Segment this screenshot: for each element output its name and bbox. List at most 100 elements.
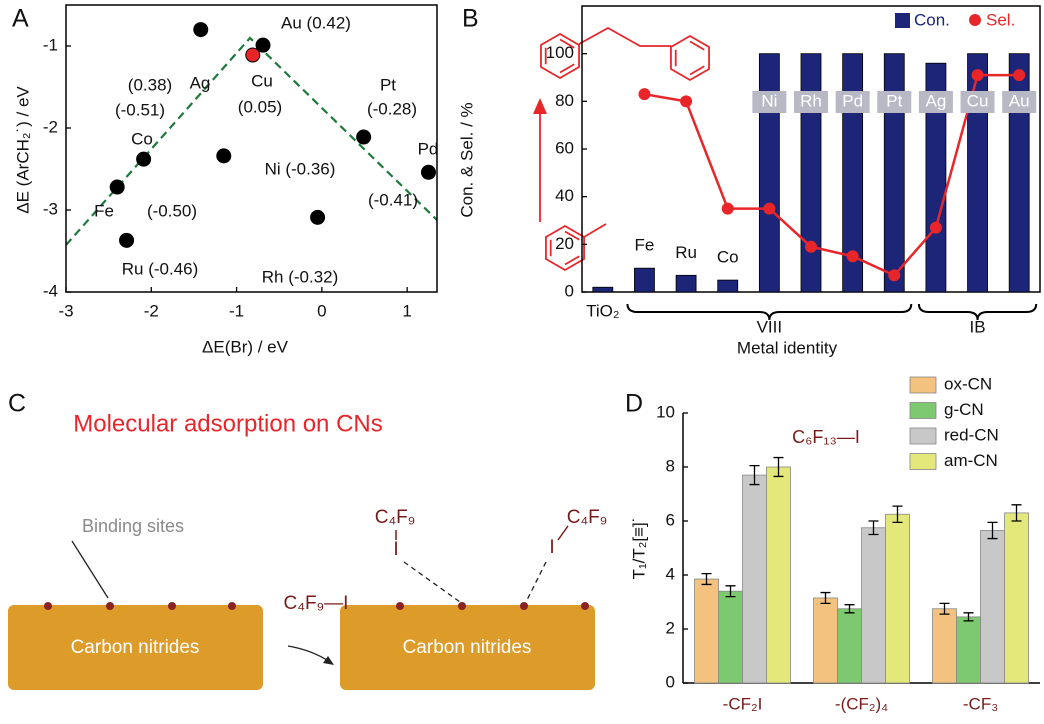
molecules [533,26,710,272]
data-point [245,47,261,63]
adsorption-bond [403,561,461,603]
x-tick-label: Ni [761,91,777,110]
error-bar [1011,504,1022,522]
x-tick-label: -2 [144,301,159,320]
point-label: Ru (-0.46) [122,259,199,278]
y-tick-label: -4 [43,281,58,300]
y-tick-label: 6 [666,510,675,529]
panel-letter: A [12,5,29,33]
label-band [752,91,787,113]
data-point [356,129,372,145]
bond [557,525,569,541]
pointer-line [71,540,109,599]
data-point [255,37,271,53]
point-label: (-0.51) [115,100,165,119]
reagent-label: C₄F₉—I [284,593,349,614]
x-axis-label: Metal identity [737,338,838,357]
error-bar [963,612,974,622]
point-label: Ag [190,73,211,92]
double-bond [564,255,580,266]
y-tick-label: -2 [43,117,58,136]
ethylene-chain [578,26,671,47]
x-tick-label: Ag [926,91,947,110]
bar [592,286,614,293]
bar [675,274,697,293]
annotation: C₆F₁₃—I [792,427,860,447]
error-bar [844,604,855,614]
legend-label: Con. [914,10,950,29]
line-point [638,88,651,101]
methyl-bond [583,223,607,238]
bar [694,578,719,684]
double-bond [564,230,580,241]
x-tick-label: -3 [58,301,73,320]
y-tick-label: 2 [666,618,675,637]
x-tick-label: TiO₂ [586,301,619,320]
bar [883,53,905,293]
point-label: Pd [418,139,439,158]
point-label: (-0.41) [368,190,418,209]
legend-label: Sel. [986,10,1015,29]
y-tick-label: 10 [656,402,675,421]
binding-sites [44,602,589,610]
data-point [310,209,326,225]
bar [813,597,838,684]
point-label: (-0.28) [367,99,417,118]
line-point [846,250,859,263]
x-tick-label: Pt [886,91,902,110]
benzene-ring [670,34,710,82]
reaction-arrow [287,645,331,663]
y-tick-label: 4 [666,564,675,583]
bar [861,527,886,684]
x-tick-label: -CF₂I [723,694,763,713]
slab [340,605,595,690]
data-point [119,232,135,248]
point-label: Fe [94,201,114,220]
x-tick-label: Rh [800,91,822,110]
group-brace [626,303,913,321]
point-label: Co [131,129,153,148]
group-brace [917,303,1038,321]
adsorbed-group: C₄F₉ [567,507,608,528]
label-band [960,91,995,113]
y-tick-label: -1 [43,35,58,54]
bar [742,474,767,684]
bar [842,53,864,293]
arrow-head [533,98,547,114]
x-tick-label: -(CF₂)₄ [835,694,888,713]
legend-marker [969,14,981,26]
data-point [420,164,436,180]
line-point [1013,69,1026,82]
bar [956,616,981,684]
point-label: Au (0.42) [281,13,351,32]
y-axis-label: ΔE (ArCH₂˙) / eV [13,86,32,214]
error-bar [987,521,998,540]
line-point [680,95,693,108]
error-bar [939,602,950,615]
label-band [918,91,953,113]
double-bond [559,63,575,74]
y-tick-label: 100 [546,43,574,62]
bar [837,608,862,684]
point-label: Cu [251,71,273,90]
label-band [877,91,912,113]
point-label: Rh (-0.32) [262,267,339,286]
plot-frame [65,4,438,293]
group-label: IB [970,317,986,336]
bar [1008,53,1030,293]
error-bar [773,456,784,478]
bar [717,279,739,293]
legend-label: am-CN [944,451,998,470]
benzene-ring [540,32,580,80]
bar [758,53,780,293]
y-tick-label: 8 [666,456,675,475]
slab [8,605,263,690]
bar [980,530,1005,684]
double-bond [559,38,575,49]
y-tick-label: 0 [565,281,574,300]
double-bond [689,40,705,51]
point-label: (0.05) [238,97,282,116]
legend-label: ox-CN [944,374,992,393]
label-band [794,91,828,113]
line-point [971,69,984,82]
